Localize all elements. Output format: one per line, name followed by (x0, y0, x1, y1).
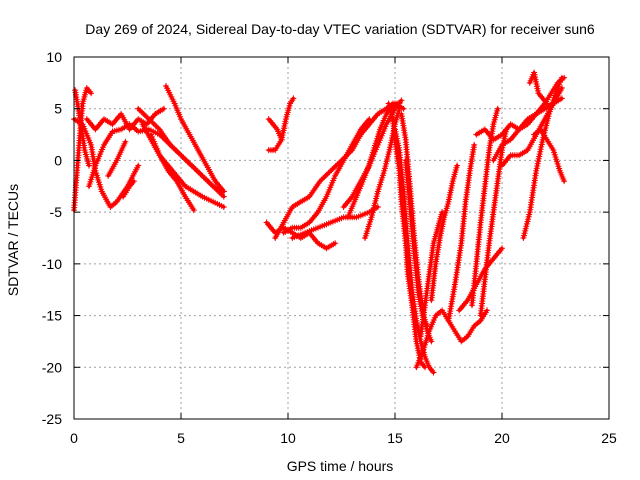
y-tick-label: -25 (42, 411, 62, 427)
series-markers (105, 138, 129, 179)
series-markers (148, 131, 197, 214)
y-axis-label: SDTVAR / TECUs (5, 184, 21, 296)
series-track-11 (163, 83, 227, 195)
x-tick-label: 5 (177, 430, 185, 446)
x-axis-label: GPS time / hours (287, 458, 394, 474)
series-markers (402, 157, 431, 329)
series-track-08 (135, 105, 227, 195)
x-tick-label: 15 (387, 430, 403, 446)
series-track-25 (413, 307, 490, 371)
y-tick-label: 10 (46, 49, 62, 65)
series-track-19 (344, 100, 407, 221)
series-markers (445, 141, 478, 324)
axis-ticks: 0 5 10 15 20 25 -25 -20 -15 -10 -5 0 5 10 (42, 49, 617, 446)
y-tick-label: 5 (54, 101, 62, 117)
series-markers (289, 204, 381, 241)
x-tick-label: 20 (494, 430, 510, 446)
plot-frame (73, 56, 610, 420)
series-track-22 (392, 126, 437, 376)
series-markers (520, 74, 565, 241)
series-track-10 (148, 131, 197, 214)
y-tick-label: -5 (50, 204, 63, 220)
grid-lines (74, 57, 609, 419)
series-track-27 (428, 162, 461, 304)
series-line (72, 117, 140, 209)
series-markers (531, 126, 568, 185)
series-track-26 (417, 209, 446, 340)
y-tick-label: -15 (42, 308, 62, 324)
series-markers (83, 105, 167, 133)
x-tick-label: 10 (280, 430, 296, 446)
series-track-06 (120, 178, 137, 200)
series-track-35 (520, 74, 565, 241)
series-markers (428, 162, 461, 304)
x-tick-label: 25 (601, 430, 617, 446)
series-track-07 (105, 138, 129, 179)
series-track-28 (445, 141, 478, 324)
series-markers (280, 116, 373, 236)
y-tick-label: -10 (42, 256, 62, 272)
series-markers (135, 105, 227, 195)
series-track-37 (526, 69, 550, 107)
series-track-36 (531, 126, 568, 185)
series-markers (413, 307, 490, 371)
series-track-16 (280, 116, 373, 236)
series-track-33 (490, 74, 568, 164)
series-track-13 (265, 95, 297, 154)
series-markers (362, 105, 403, 241)
x-tick-label: 0 (70, 430, 78, 446)
series-markers (490, 74, 568, 164)
series-markers (120, 178, 137, 200)
series-markers (163, 83, 227, 195)
chart-title: Day 269 of 2024, Sidereal Day-to-day VTE… (85, 21, 595, 37)
series-markers (265, 95, 297, 154)
y-tick-label: 0 (54, 152, 62, 168)
series-track-17 (289, 204, 381, 241)
data-series-group (71, 69, 568, 376)
series-markers (417, 209, 446, 340)
series-markers (344, 100, 407, 221)
series-track-03 (71, 116, 142, 210)
series-track-30 (469, 105, 501, 309)
series-markers (469, 105, 501, 309)
series-markers (526, 69, 550, 107)
y-tick-label: -20 (42, 359, 62, 375)
